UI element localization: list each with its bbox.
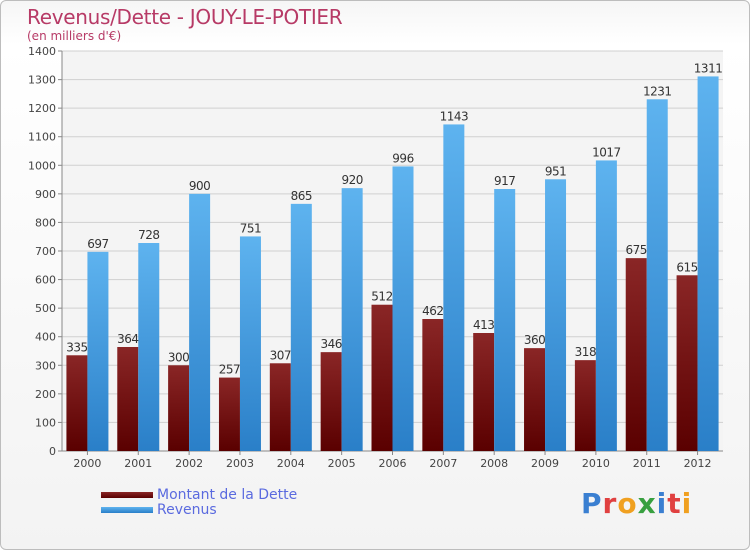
- bar-revenus-2001: [138, 243, 160, 451]
- legend-item-debt: Montant de la Dette: [101, 486, 298, 503]
- data-label-debt-2001: 364: [117, 332, 138, 346]
- bar-revenus-2003: [239, 236, 261, 451]
- data-label-debt-2012: 615: [676, 260, 697, 274]
- bar-revenus-2000: [87, 251, 109, 451]
- bar-revenus-2007: [443, 124, 465, 451]
- legend-label-revenus: Revenus: [157, 501, 217, 518]
- y-tick-label: 200: [35, 388, 56, 401]
- data-label-revenus-2010: 1017: [592, 145, 621, 159]
- bar-revenus-2009: [545, 179, 567, 452]
- x-tick-label: 2008: [480, 457, 508, 470]
- data-label-debt-2006: 512: [371, 290, 392, 304]
- data-label-revenus-2004: 865: [291, 189, 312, 203]
- x-tick-label: 2004: [277, 457, 305, 470]
- bar-debt-2003: [218, 377, 240, 451]
- legend-item-revenus: Revenus: [101, 501, 297, 518]
- data-label-debt-2011: 675: [626, 243, 647, 257]
- bar-revenus-2005: [341, 188, 363, 451]
- bar-revenus-2004: [290, 203, 312, 451]
- y-tick-label: 600: [35, 274, 56, 287]
- logo-letter: i: [656, 487, 668, 520]
- data-label-debt-2004: 307: [270, 348, 291, 362]
- x-tick-label: 2009: [531, 457, 559, 470]
- bar-debt-2005: [320, 352, 342, 451]
- legend-swatch-revenus: [101, 506, 153, 513]
- x-tick-label: 2012: [684, 457, 712, 470]
- bar-revenus-2011: [646, 99, 668, 452]
- data-label-debt-2003: 257: [219, 363, 240, 377]
- data-label-revenus-2009: 951: [545, 164, 566, 178]
- legend: Montant de la Dette Revenus: [101, 486, 298, 518]
- bar-revenus-2002: [189, 193, 211, 451]
- data-label-debt-2002: 300: [168, 350, 189, 364]
- y-tick-label: 1100: [28, 131, 56, 144]
- data-label-revenus-2006: 996: [392, 151, 413, 165]
- bar-debt-2002: [168, 365, 190, 451]
- legend-swatch-debt: [101, 491, 153, 498]
- chart-title: Revenus/Dette - JOUY-LE-POTIER: [27, 5, 343, 29]
- data-label-revenus-2011: 1231: [643, 84, 672, 98]
- data-label-revenus-2003: 751: [240, 221, 261, 235]
- logo-letter: o: [617, 487, 638, 520]
- data-label-debt-2007: 462: [422, 304, 443, 318]
- data-label-debt-2009: 360: [524, 333, 545, 347]
- y-tick-label: 1200: [28, 102, 56, 115]
- bar-debt-2010: [574, 360, 596, 451]
- logo-letter: P: [581, 487, 603, 520]
- logo-letter: r: [602, 487, 618, 520]
- data-label-debt-2010: 318: [575, 345, 596, 359]
- data-label-revenus-2008: 917: [494, 174, 515, 188]
- bar-revenus-2010: [595, 160, 617, 451]
- bar-debt-2007: [422, 319, 444, 451]
- bar-revenus-2006: [392, 166, 414, 451]
- y-tick-label: 700: [35, 245, 56, 258]
- bar-debt-2008: [473, 333, 495, 451]
- x-tick-label: 2001: [124, 457, 152, 470]
- x-tick-label: 2003: [226, 457, 254, 470]
- data-label-revenus-2007: 1143: [440, 109, 469, 123]
- data-label-revenus-2002: 900: [189, 179, 210, 193]
- y-tick-label: 400: [35, 331, 56, 344]
- x-tick-label: 2010: [582, 457, 610, 470]
- y-tick-label: 800: [35, 216, 56, 229]
- y-tick-label: 300: [35, 359, 56, 372]
- y-tick-label: 100: [35, 416, 56, 429]
- proxiti-logo: Proxiti: [581, 487, 692, 520]
- bar-debt-2011: [625, 258, 647, 451]
- y-tick-label: 500: [35, 302, 56, 315]
- y-tick-label: 0: [49, 445, 56, 458]
- x-tick-label: 2007: [429, 457, 457, 470]
- y-tick-label: 1300: [28, 74, 56, 87]
- x-tick-label: 2002: [175, 457, 203, 470]
- y-tick-label: 1400: [28, 45, 56, 58]
- data-label-revenus-2000: 697: [87, 237, 108, 251]
- data-label-debt-2005: 346: [320, 337, 341, 351]
- data-label-revenus-2005: 920: [341, 173, 362, 187]
- x-tick-label: 2011: [633, 457, 661, 470]
- logo-letter: t: [667, 487, 682, 520]
- logo-letter: x: [637, 487, 657, 520]
- bar-debt-2009: [524, 348, 546, 451]
- x-tick-label: 2000: [73, 457, 101, 470]
- logo-letter: i: [681, 487, 693, 520]
- data-label-revenus-2012: 1311: [694, 61, 723, 75]
- x-tick-label: 2006: [379, 457, 407, 470]
- y-tick-label: 900: [35, 188, 56, 201]
- x-tick-label: 2005: [328, 457, 356, 470]
- bar-revenus-2008: [494, 189, 516, 451]
- bar-debt-2000: [66, 355, 88, 451]
- bar-debt-2001: [117, 347, 139, 451]
- chart-subtitle: (en milliers d'€): [27, 29, 122, 43]
- data-label-debt-2000: 335: [66, 340, 87, 354]
- bar-debt-2012: [676, 275, 698, 451]
- bar-revenus-2012: [697, 76, 719, 451]
- y-tick-label: 1000: [28, 159, 56, 172]
- bar-debt-2004: [269, 363, 291, 451]
- data-label-revenus-2001: 728: [138, 228, 159, 242]
- data-label-debt-2008: 413: [473, 318, 494, 332]
- bar-debt-2006: [371, 304, 393, 451]
- legend-label-debt: Montant de la Dette: [157, 486, 298, 503]
